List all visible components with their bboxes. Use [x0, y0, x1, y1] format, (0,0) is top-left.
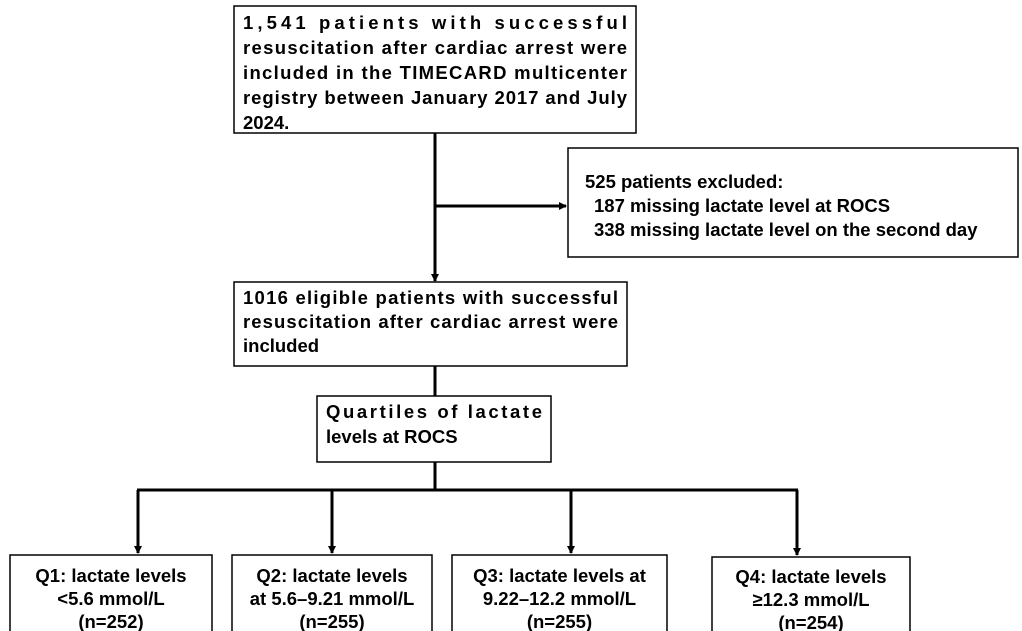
- box: [567, 147, 1019, 258]
- box-text: (n=254): [778, 612, 843, 631]
- box-text: Q3: lactate levels at: [473, 565, 646, 586]
- box-text: 525 patients excluded:: [585, 171, 783, 192]
- box-text: 2024.: [243, 112, 289, 133]
- box: [451, 554, 668, 631]
- box-text: Q2: lactate levels: [256, 565, 407, 586]
- box-text: 9.22–12.2 mmol/L: [483, 588, 636, 609]
- box-text: 338 missing lactate level on the second …: [594, 219, 978, 240]
- box-text: resuscitation after cardiac arrest were: [243, 311, 618, 332]
- box-text: 187 missing lactate level at ROCS: [594, 195, 890, 216]
- box-text: included: [243, 335, 319, 356]
- box-text: at 5.6–9.21 mmol/L: [250, 588, 415, 609]
- box: [316, 395, 552, 463]
- box-text: Q1: lactate levels: [35, 565, 186, 586]
- box-text: (n=252): [78, 611, 143, 631]
- box-text: 1016 eligible patients with successful: [243, 287, 618, 308]
- box-text: included in the TIMECARD multicenter: [243, 62, 627, 83]
- box: [9, 554, 213, 631]
- box: [233, 281, 628, 367]
- box-text: registry between January 2017 and July: [243, 87, 628, 108]
- box-text: (n=255): [527, 611, 592, 631]
- box: [233, 5, 637, 134]
- box-text: levels at ROCS: [326, 426, 458, 447]
- box-text: Quartiles of lactate: [326, 401, 542, 422]
- connectors: [134, 133, 801, 556]
- box: [231, 554, 433, 631]
- box-text: 1,541 patients with successful: [243, 12, 627, 33]
- box-text: ≥12.3 mmol/L: [752, 589, 869, 610]
- box-text: resuscitation after cardiac arrest were: [243, 37, 627, 58]
- box-text: (n=255): [299, 611, 364, 631]
- box-text: <5.6 mmol/L: [57, 588, 164, 609]
- box: [711, 556, 911, 631]
- box-text: Q4: lactate levels: [735, 566, 886, 587]
